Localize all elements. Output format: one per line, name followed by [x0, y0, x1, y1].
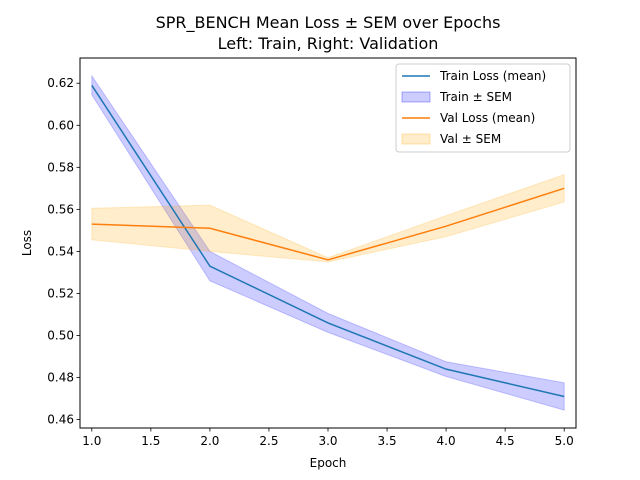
legend-swatch-band-0	[401, 91, 431, 103]
x-tick-label: 1.0	[82, 434, 101, 448]
x-axis-ticks: 1.0 1.5 2.0 2.5 3.0 3.5 4.0 4.5 5.0	[82, 428, 574, 448]
legend-swatch-band-1	[401, 133, 431, 145]
sem-band-1	[91, 173, 565, 263]
legend-box	[395, 63, 571, 153]
y-tick-label: 0.48	[47, 371, 74, 385]
legend: Train Loss (mean) Train ± SEM Val Loss (me…	[395, 63, 571, 153]
y-tick-label: 0.56	[47, 202, 74, 216]
mean-lines	[91, 84, 565, 398]
y-axis-ticks: 0.46 0.48 0.50 0.52 0.54 0.56 0.58 0.60 0.62	[47, 76, 80, 427]
x-tick-label: 3.5	[378, 434, 397, 448]
y-tick-label: 0.54	[47, 244, 74, 258]
y-tick-label: 0.58	[47, 160, 74, 174]
mean-line-0	[91, 84, 565, 398]
sem-band-0	[91, 74, 565, 411]
y-tick-label: 0.46	[47, 413, 74, 427]
x-tick-label: 1.5	[141, 434, 160, 448]
y-tick-label: 0.52	[47, 286, 74, 300]
x-tick-label: 2.5	[259, 434, 278, 448]
x-tick-label: 5.0	[555, 434, 574, 448]
x-tick-label: 4.0	[437, 434, 456, 448]
sem-bands	[91, 74, 565, 411]
legend-label: Train ± SEM	[439, 90, 512, 104]
legend-label: Val ± SEM	[440, 132, 501, 146]
x-tick-label: 4.5	[496, 434, 515, 448]
y-axis-label: Loss	[20, 230, 34, 256]
x-axis-label: Epoch	[310, 456, 347, 470]
y-tick-label: 0.50	[47, 329, 74, 343]
legend-label: Val Loss (mean)	[440, 111, 535, 125]
legend-label: Train Loss (mean)	[439, 69, 546, 83]
x-tick-label: 2.0	[200, 434, 219, 448]
y-tick-label: 0.62	[47, 76, 74, 90]
x-tick-label: 3.0	[318, 434, 337, 448]
y-tick-label: 0.60	[47, 118, 74, 132]
mean-line-1	[91, 187, 565, 261]
chart-subtitle: Left: Train, Right: Validation	[218, 34, 439, 53]
chart-title: SPR_BENCH Mean Loss ± SEM over Epochs	[156, 13, 501, 33]
